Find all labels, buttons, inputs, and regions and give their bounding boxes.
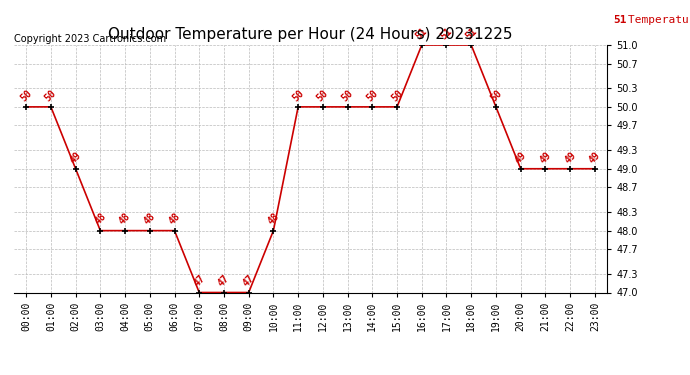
Text: 51: 51 [439,26,454,41]
Text: 49: 49 [68,150,83,165]
Text: Temperature (°F): Temperature (°F) [628,15,690,25]
Text: 50: 50 [19,88,34,103]
Text: 50: 50 [315,88,331,103]
Text: 49: 49 [513,150,529,165]
Text: 50: 50 [340,88,355,103]
Text: 48: 48 [167,211,182,227]
Text: 51: 51 [613,15,627,25]
Text: 49: 49 [562,150,578,165]
Text: 48: 48 [142,211,157,227]
Text: 47: 47 [192,273,207,289]
Title: Outdoor Temperature per Hour (24 Hours) 20231225: Outdoor Temperature per Hour (24 Hours) … [108,27,513,42]
Text: 48: 48 [117,211,132,227]
Text: 49: 49 [538,150,553,165]
Text: 47: 47 [241,273,257,289]
Text: 51: 51 [464,26,479,41]
Text: 50: 50 [43,88,59,103]
Text: 50: 50 [389,88,405,103]
Text: 48: 48 [92,211,108,227]
Text: 50: 50 [489,88,504,103]
Text: 50: 50 [364,88,380,103]
Text: 51: 51 [414,26,429,41]
Text: 49: 49 [587,150,602,165]
Text: 50: 50 [290,88,306,103]
Text: 48: 48 [266,211,281,227]
Text: 47: 47 [216,273,232,289]
Text: Copyright 2023 Cartronics.com: Copyright 2023 Cartronics.com [14,34,166,44]
